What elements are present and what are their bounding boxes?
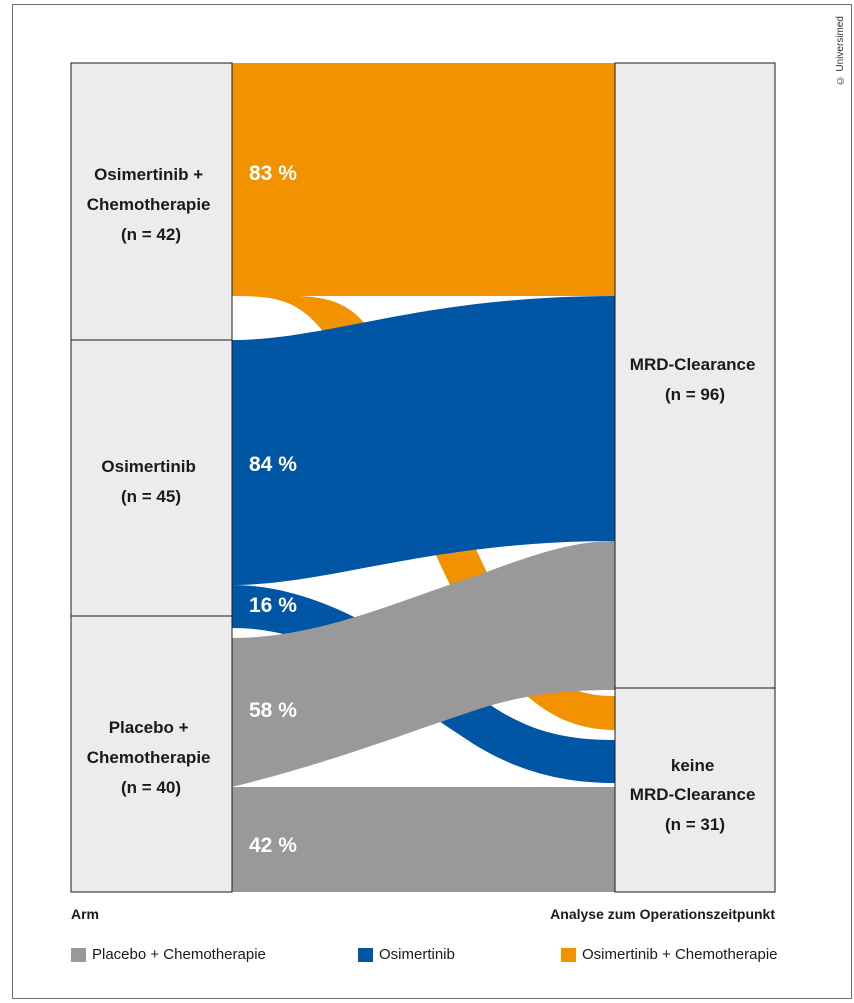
flow-placebo-chemo-no-clearance xyxy=(232,787,615,892)
node-label-placebo-chemo: Placebo + Chemotherapie (n = 40) xyxy=(87,718,215,797)
legend-swatch-osimertinib xyxy=(358,947,373,962)
legend-item-osimertinib-chemo: Osimertinib + Chemotherapie xyxy=(561,946,778,963)
axis-label-left: Arm xyxy=(71,906,99,922)
flow-label-o-none: 16 % xyxy=(249,594,297,617)
legend-item-osimertinib: Osimertinib xyxy=(358,946,455,963)
legend-swatch-osimertinib-chemo xyxy=(561,947,576,962)
legend-label-placebo-chemo: Placebo + Chemotherapie xyxy=(92,946,266,963)
node-no-mrd-clearance xyxy=(614,687,776,893)
flow-label-p-none: 42 % xyxy=(249,834,297,857)
node-label-no-mrd-clearance: keine MRD-Clearance (n = 31) xyxy=(630,756,760,834)
node-mrd-clearance xyxy=(614,62,776,689)
legend-label-osimertinib: Osimertinib xyxy=(379,946,455,963)
node-label-mrd-clearance: MRD-Clearance (n = 96) xyxy=(630,355,760,404)
flow-osimertinib-chemo-clearance xyxy=(232,63,615,296)
flow-placebo-chemo-clearance xyxy=(232,541,615,787)
flow-osimertinib-clearance xyxy=(232,296,615,585)
legend-item-placebo-chemo: Placebo + Chemotherapie xyxy=(71,946,266,963)
node-label-osimertinib-chemo: Osimertinib + Chemotherapie (n = 42) xyxy=(87,165,215,244)
legend-swatch-placebo-chemo xyxy=(71,947,86,962)
node-label-osimertinib: Osimertinib (n = 45) xyxy=(101,457,200,506)
flow-label-oc-clear: 83 % xyxy=(249,162,297,185)
node-osimertinib xyxy=(70,339,233,617)
node-placebo-chemo xyxy=(70,615,233,893)
flow-label-p-clear: 58 % xyxy=(249,699,297,722)
copyright-notice: © Universimed xyxy=(835,16,846,86)
flow-label-o-clear: 84 % xyxy=(249,453,297,476)
axis-label-right: Analyse zum Operationszeitpunkt xyxy=(550,906,775,922)
legend-label-osimertinib-chemo: Osimertinib + Chemotherapie xyxy=(582,946,778,963)
node-osimertinib-chemo xyxy=(70,62,233,341)
flow-label-oc-none: 17 % xyxy=(249,304,297,327)
